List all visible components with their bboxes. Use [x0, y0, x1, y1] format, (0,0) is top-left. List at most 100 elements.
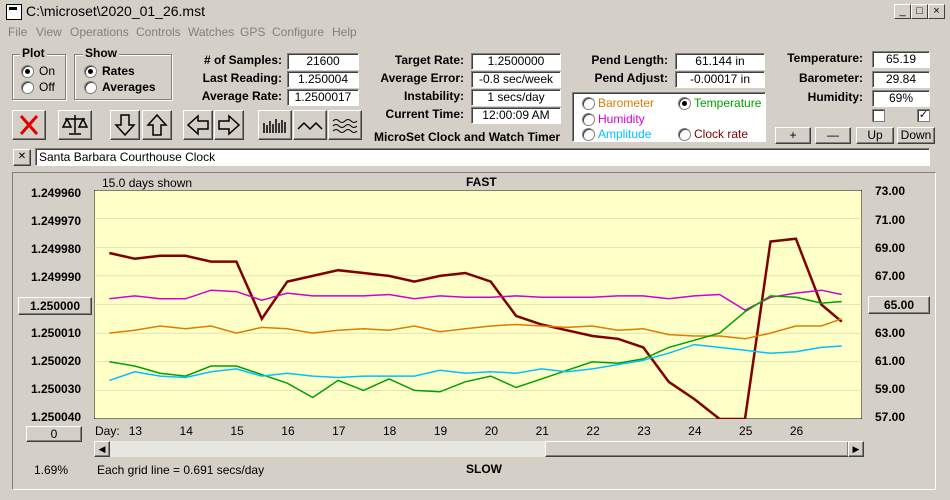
- series-line-humidity: [109, 289, 842, 312]
- wave-icon: [297, 121, 323, 131]
- show-rates-radio[interactable]: [84, 65, 97, 78]
- app-icon: [6, 4, 22, 20]
- right-axis-label: 59.00: [875, 382, 906, 396]
- menu-configure[interactable]: Configure: [272, 25, 325, 39]
- right-axis-label: 57.00: [875, 410, 906, 424]
- arrow-left-icon: [186, 114, 209, 136]
- show-averages-label: Averages: [102, 80, 156, 94]
- up-arrow-button[interactable]: [142, 110, 172, 140]
- pend-adjust-value: -0.00017 in: [675, 71, 765, 88]
- plot-off-label: Off: [39, 80, 55, 94]
- left-axis-label: 1.250010: [31, 326, 82, 340]
- center-value-button[interactable]: 1.250000: [18, 297, 92, 315]
- left-checkbox[interactable]: [872, 109, 885, 122]
- average-error-value: -0.8 sec/week: [471, 71, 561, 88]
- plot-off-radio[interactable]: [21, 81, 34, 94]
- legend-amplitude-label: Amplitude: [598, 127, 652, 141]
- temperature-label: Temperature:: [787, 51, 863, 65]
- noise-button[interactable]: [328, 110, 362, 140]
- show-averages-radio[interactable]: [84, 81, 97, 94]
- days-shown-label: 15.0 days shown: [102, 176, 193, 190]
- maximize-icon[interactable]: □: [911, 4, 928, 19]
- left-axis-label: 1.250030: [31, 382, 82, 396]
- app-caption: MicroSet Clock and Watch Timer: [374, 130, 561, 144]
- right-axis-label: 69.00: [875, 241, 906, 255]
- right-center-button[interactable]: 65.00: [868, 296, 930, 314]
- temperature-value: 65.19: [872, 51, 930, 68]
- pend-length-value[interactable]: 61.144 in: [675, 53, 765, 70]
- plot-area: [94, 190, 862, 419]
- balance-button[interactable]: [58, 110, 92, 140]
- instability-label: Instability:: [403, 89, 464, 103]
- stop-button[interactable]: [12, 110, 46, 140]
- plot-on-radio[interactable]: [21, 65, 34, 78]
- clear-name-button[interactable]: ✕: [13, 149, 31, 166]
- left-axis-label: 1.249980: [31, 242, 82, 256]
- day-tick-label: 18: [382, 424, 397, 438]
- current-time-value: 12:00:09 AM: [471, 107, 561, 124]
- series-line-temperature: [109, 295, 842, 399]
- scale-icon: [61, 115, 89, 135]
- menu-controls[interactable]: Controls: [136, 25, 181, 39]
- right-arrow-button[interactable]: [214, 110, 244, 140]
- right-axis-label: 63.00: [875, 326, 906, 340]
- day-tick-label: 17: [332, 424, 346, 438]
- left-axis-label: 1.250020: [31, 354, 82, 368]
- menu-watches[interactable]: Watches: [188, 25, 235, 39]
- down-arrow-button[interactable]: [110, 110, 140, 140]
- day-tick-label: 19: [433, 424, 448, 438]
- left-arrow-button[interactable]: [183, 110, 213, 140]
- day-tick-label: 13: [128, 424, 143, 438]
- day-tick-label: 26: [789, 424, 804, 438]
- arrow-up-icon: [146, 113, 168, 136]
- day-tick-label: 25: [739, 424, 753, 438]
- down-button[interactable]: Down: [897, 127, 935, 144]
- arrow-down-icon: [114, 114, 136, 137]
- menu-view[interactable]: View: [36, 25, 62, 39]
- humidity-label: Humidity:: [807, 90, 863, 104]
- average-rate-label: Average Rate:: [201, 89, 282, 103]
- day-tick-label: 23: [637, 424, 651, 438]
- legend-amplitude-radio[interactable]: [582, 128, 595, 141]
- legend-humidity-label: Humidity: [598, 112, 645, 126]
- legend-temperature-label: Temperature: [694, 96, 762, 110]
- humidity-value: 69%: [872, 90, 930, 107]
- menu-gps[interactable]: GPS: [240, 25, 266, 39]
- red-x-icon: [19, 115, 39, 135]
- target-rate-label: Target Rate:: [394, 53, 464, 67]
- left-axis-label: 1.249970: [31, 214, 82, 228]
- show-group: [74, 54, 172, 100]
- series-lines: [109, 237, 843, 419]
- bars-button[interactable]: [258, 110, 292, 140]
- zero-button[interactable]: 0: [26, 426, 82, 442]
- legend-clockrate-radio[interactable]: [678, 128, 691, 141]
- legend-temperature-radio[interactable]: [678, 97, 691, 110]
- menu-operations[interactable]: Operations: [70, 25, 129, 39]
- target-rate-value[interactable]: 1.2500000: [471, 53, 561, 70]
- gridlines: [94, 218, 862, 391]
- menu-file[interactable]: File: [8, 25, 28, 39]
- samples-value: 21600: [287, 53, 359, 70]
- menu-bar: File View Operations Controls Watches GP…: [0, 23, 950, 41]
- close-icon[interactable]: ×: [928, 4, 945, 19]
- legend-clockrate-label: Clock rate: [694, 127, 749, 141]
- wave-button[interactable]: [293, 110, 327, 140]
- window-title: C:\microset\2020_01_26.mst: [26, 3, 205, 19]
- right-axis-label: 71.00: [875, 213, 906, 227]
- legend-humidity-radio[interactable]: [582, 113, 595, 126]
- day-tick-label: 14: [179, 424, 193, 438]
- current-time-label: Current Time:: [385, 107, 464, 121]
- right-checkbox[interactable]: ✓: [917, 109, 930, 122]
- up-button[interactable]: Up: [856, 127, 894, 144]
- minus-button[interactable]: —: [815, 127, 851, 144]
- scroll-right-icon[interactable]: ▶: [848, 441, 864, 457]
- show-group-title: Show: [83, 46, 119, 60]
- legend-barometer-radio[interactable]: [582, 97, 595, 110]
- plot-on-label: On: [39, 64, 56, 78]
- minimize-icon[interactable]: _: [894, 4, 911, 19]
- scroll-left-icon[interactable]: ◀: [94, 441, 110, 457]
- menu-help[interactable]: Help: [332, 25, 357, 39]
- scroll-thumb[interactable]: [545, 441, 849, 457]
- plus-button[interactable]: +: [775, 127, 811, 144]
- clock-name-input[interactable]: Santa Barbara Courthouse Clock: [35, 148, 930, 166]
